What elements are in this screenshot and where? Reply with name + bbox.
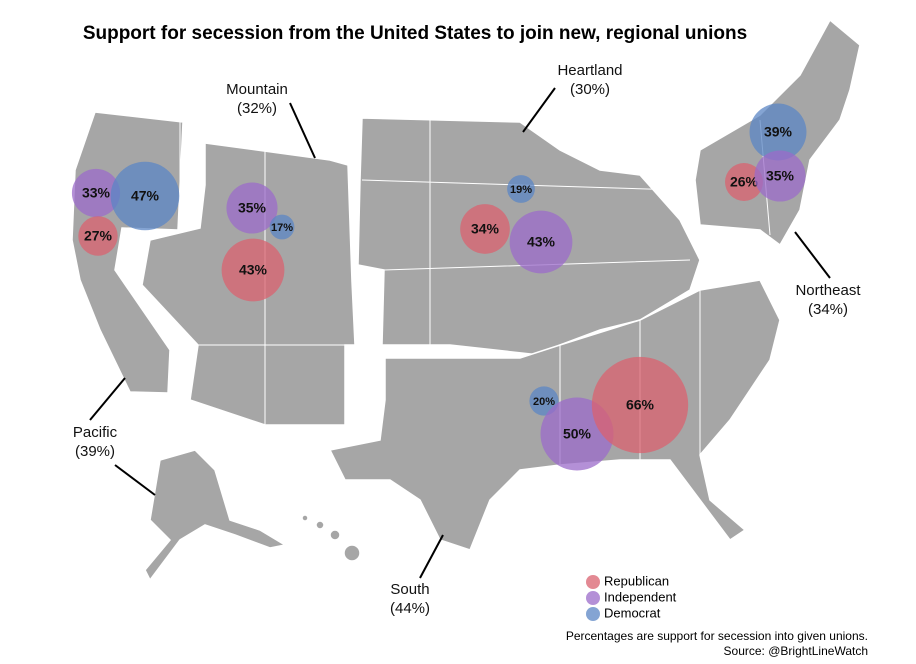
region-labels: Pacific (39%) Mountain (32%) Heartland (30%) N… xyxy=(73,62,861,617)
bubble xyxy=(749,103,807,161)
bubble-label: 66% xyxy=(626,397,655,413)
bubble xyxy=(221,238,285,302)
bubble xyxy=(226,182,278,234)
region-name: Pacific xyxy=(73,424,118,441)
bubble-label: 39% xyxy=(764,124,793,140)
note: Percentages are support for secession in… xyxy=(566,629,868,643)
region-overall: (34%) xyxy=(808,301,848,318)
source: Source: @BrightLineWatch xyxy=(724,644,868,658)
region-overall: (44%) xyxy=(390,600,430,617)
leader-lines xyxy=(89,87,831,579)
bubble-label: 35% xyxy=(238,200,267,216)
region-name: Northeast xyxy=(795,282,861,299)
region-name: South xyxy=(390,581,429,598)
title: Support for secession from the United St… xyxy=(83,23,747,44)
bubble xyxy=(754,150,806,202)
bubble-label: 43% xyxy=(239,262,268,278)
bubble-label: 19% xyxy=(510,184,532,196)
legend-label: Independent xyxy=(604,589,677,604)
legend-swatch xyxy=(586,607,600,621)
bubble xyxy=(78,216,118,256)
bubbles: 33% 47% 27% 35% 17% 43% 19% 34% 43% 39% 26% 35% 20% 5… xyxy=(71,103,807,471)
legend-label: Democrat xyxy=(604,605,661,620)
bubble-label: 47% xyxy=(131,188,160,204)
bubble xyxy=(269,214,295,240)
bubble-label: 34% xyxy=(471,221,500,237)
bubble-label: 20% xyxy=(533,396,555,408)
bubble-label: 27% xyxy=(84,228,113,244)
bubble-label: 43% xyxy=(527,234,556,250)
region-overall: (30%) xyxy=(570,81,610,98)
legend-swatch xyxy=(586,575,600,589)
bubble xyxy=(509,210,573,274)
region-name: Mountain xyxy=(226,81,288,98)
region-name: Heartland xyxy=(557,62,622,79)
bubble-label: 50% xyxy=(563,426,592,442)
region-overall: (39%) xyxy=(75,443,115,460)
region-overall: (32%) xyxy=(237,100,277,117)
legend-label: Republican xyxy=(604,573,669,588)
bubble-label: 35% xyxy=(766,168,795,184)
bubble xyxy=(591,356,689,454)
bubble xyxy=(110,161,180,231)
bubble xyxy=(460,204,510,254)
bubble-label: 26% xyxy=(730,174,759,190)
bubble xyxy=(71,168,121,218)
legend-swatch xyxy=(586,591,600,605)
bubble xyxy=(725,163,763,201)
bubble-label: 33% xyxy=(82,185,111,201)
bubble-label: 17% xyxy=(271,222,293,234)
bubble xyxy=(507,175,535,203)
